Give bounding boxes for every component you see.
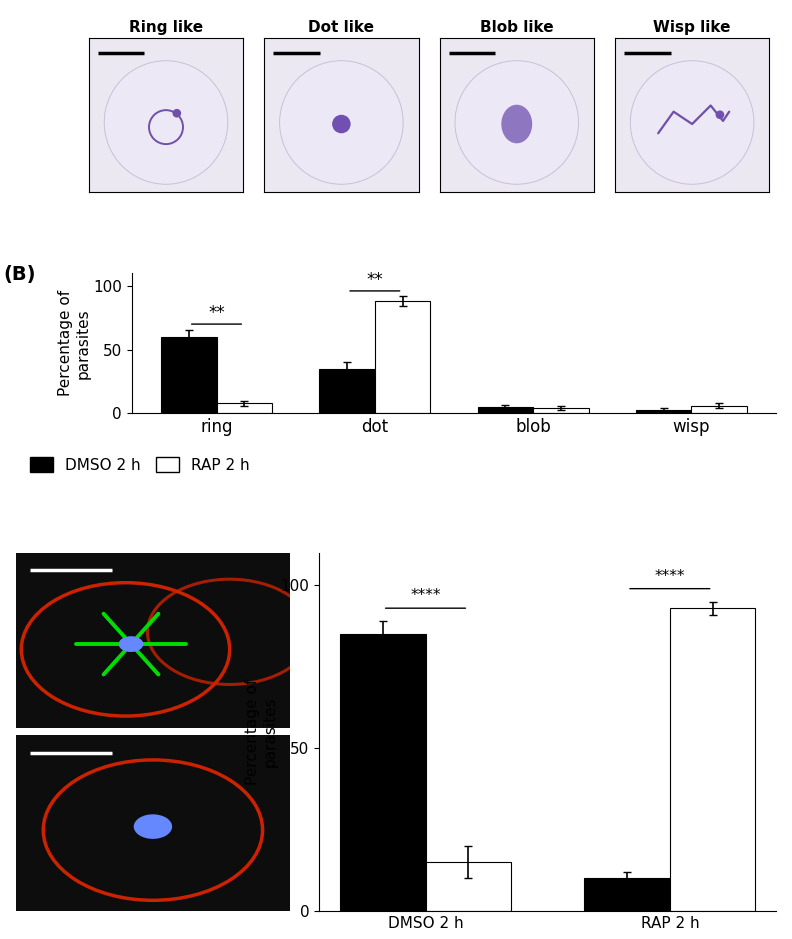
Title: Wisp like: Wisp like [653, 20, 731, 35]
Legend: DMSO 2 h, RAP 2 h: DMSO 2 h, RAP 2 h [24, 451, 256, 479]
Ellipse shape [501, 105, 532, 144]
Bar [425, 862, 511, 911]
Circle shape [173, 109, 181, 117]
Circle shape [716, 111, 724, 119]
Title: Blob like: Blob like [480, 20, 554, 35]
Title: Dot like: Dot like [308, 20, 375, 35]
Y-axis label: Percentage of
parasites: Percentage of parasites [58, 290, 90, 396]
Circle shape [105, 61, 228, 184]
Circle shape [630, 61, 754, 184]
Text: **: ** [208, 304, 225, 322]
Text: ****: **** [410, 589, 441, 603]
Bar [216, 403, 272, 413]
Circle shape [455, 61, 578, 184]
Bar [636, 409, 691, 413]
Bar [584, 878, 670, 911]
Bar [533, 408, 588, 413]
Circle shape [134, 814, 172, 839]
Text: (B): (B) [3, 265, 36, 284]
Bar [691, 406, 747, 413]
Bar [340, 634, 425, 911]
Circle shape [332, 115, 351, 133]
Y-axis label: Percentage of
parasites: Percentage of parasites [246, 679, 278, 785]
Title: Ring like: Ring like [129, 20, 203, 35]
Circle shape [119, 637, 143, 652]
Circle shape [280, 61, 403, 184]
Text: **: ** [367, 271, 383, 289]
Bar [161, 337, 216, 413]
Bar [319, 369, 375, 413]
Bar [478, 407, 533, 413]
Bar [670, 608, 756, 911]
Bar [375, 301, 430, 413]
Text: ****: **** [655, 569, 685, 584]
